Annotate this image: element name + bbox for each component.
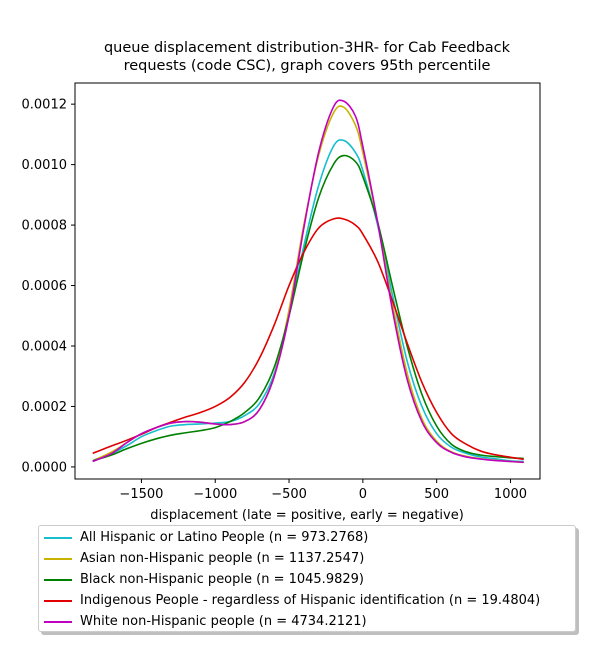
- x-tick-label: −500: [271, 487, 307, 502]
- legend-label: Indigenous People - regardless of Hispan…: [80, 593, 541, 608]
- x-tick-label: 500: [424, 487, 449, 502]
- y-tick-label: 0.0008: [22, 219, 68, 234]
- x-axis-label: displacement (late = positive, early = n…: [150, 508, 464, 523]
- y-tick-label: 0.0004: [22, 339, 68, 354]
- legend-swatch: [44, 557, 72, 560]
- series-layer: [92, 99, 524, 464]
- x-tick-label: −1500: [119, 487, 163, 502]
- legend-swatch: [44, 599, 72, 602]
- y-tick-label: 0.0000: [22, 460, 68, 475]
- plot-area-frame: [74, 82, 541, 480]
- y-tick-label: 0.0006: [22, 279, 68, 294]
- chart-title-line-2: requests (code CSC), graph covers 95th p…: [124, 58, 491, 74]
- series-line-1: [92, 105, 524, 464]
- x-tick-label: 1000: [494, 487, 527, 502]
- series-line-2: [92, 154, 524, 462]
- x-tick-label: −1000: [193, 487, 237, 502]
- chart-title-line-1: queue displacement distribution-3HR- for…: [104, 40, 511, 56]
- legend-label: Black non-Hispanic people (n = 1045.9829…: [80, 572, 364, 587]
- legend-swatch: [44, 578, 72, 581]
- legend: All Hispanic or Latino People (n = 973.2…: [38, 525, 576, 632]
- legend-entry: White non-Hispanic people (n = 4734.2121…: [39, 611, 367, 632]
- series-line-4: [92, 99, 524, 464]
- series-line-3: [92, 217, 524, 461]
- y-tick-label: 0.0012: [22, 98, 68, 113]
- legend-label: Asian non-Hispanic people (n = 1137.2547…: [80, 551, 365, 566]
- legend-entry: Black non-Hispanic people (n = 1045.9829…: [39, 569, 364, 590]
- legend-entry: Asian non-Hispanic people (n = 1137.2547…: [39, 548, 364, 569]
- legend-label: White non-Hispanic people (n = 4734.2121…: [80, 614, 367, 629]
- legend-entry: All Hispanic or Latino People (n = 973.2…: [39, 527, 368, 548]
- y-tick-label: 0.0002: [22, 400, 68, 415]
- series-line-0: [92, 139, 524, 463]
- x-tick-label: 0: [359, 487, 367, 502]
- axis-layer: −1500 −1000 −500 0 500 1000 0.0000 0.0002 0.0004…: [22, 98, 528, 502]
- legend-label: All Hispanic or Latino People (n = 973.2…: [80, 530, 369, 545]
- legend-entry: Indigenous People - regardless of Hispan…: [39, 590, 540, 611]
- y-tick-label: 0.0010: [22, 158, 68, 173]
- legend-swatch: [44, 536, 72, 539]
- legend-swatch: [44, 620, 72, 623]
